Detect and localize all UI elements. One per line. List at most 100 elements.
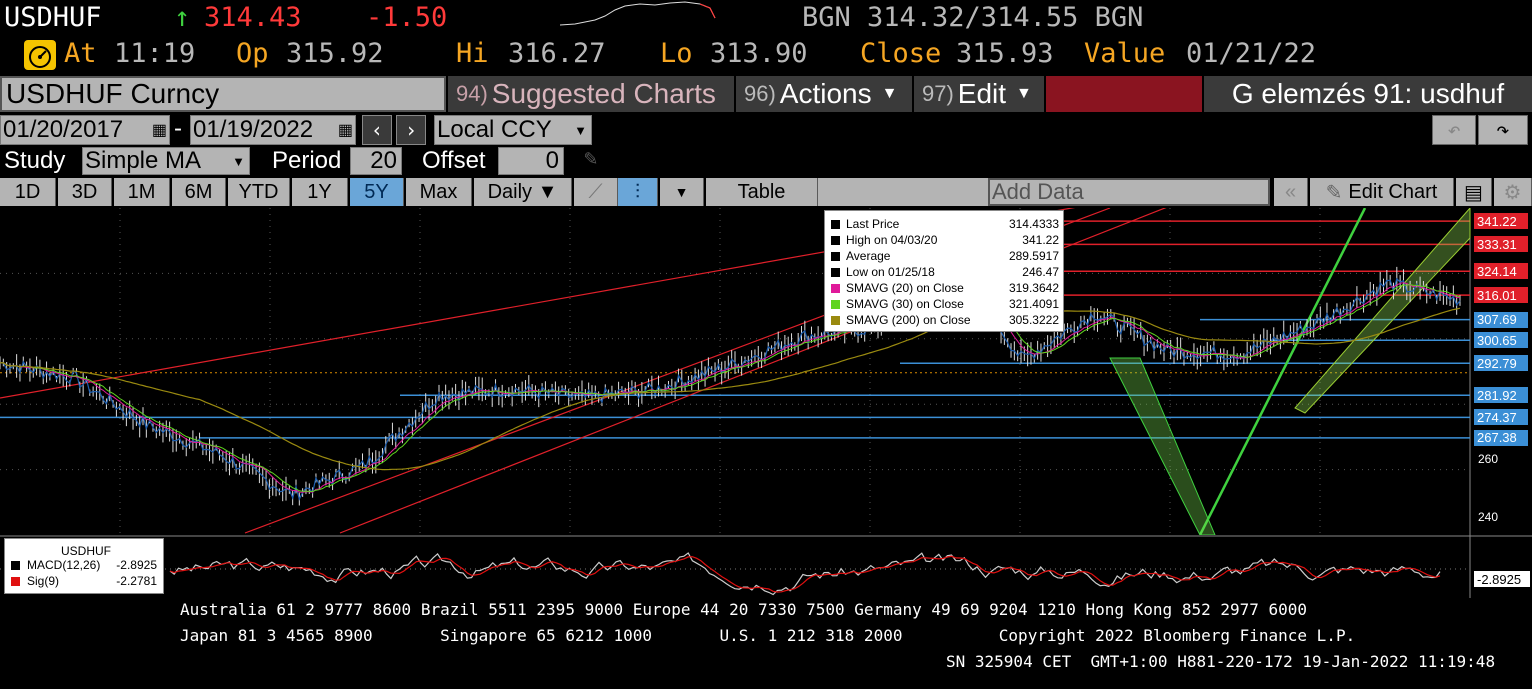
resistance-level-tag: 324.14 <box>1474 263 1528 280</box>
chart-legend[interactable]: Last Price 314.4333 High on 04/03/20 341.22… <box>824 210 1064 332</box>
pencil-icon: ✎ <box>1325 181 1343 204</box>
line-chart-button[interactable]: ⟋ <box>574 178 618 206</box>
redo-icon: ↷ <box>1496 117 1510 143</box>
range-button-ytd[interactable]: YTD <box>228 178 290 206</box>
value-label: Value <box>1084 38 1166 69</box>
legend-value: 341.22 <box>1022 233 1059 247</box>
range-button-5y[interactable]: 5Y <box>350 178 404 206</box>
legend-label: Low on 01/25/18 <box>846 265 935 279</box>
calendar-icon[interactable]: ▦ <box>151 122 167 139</box>
sma-20-line <box>0 259 1461 493</box>
chevron-down-icon: ▼ <box>574 122 587 138</box>
gauge-icon[interactable] <box>24 40 56 70</box>
legend-row[interactable]: Last Price 314.4333 <box>831 216 1059 232</box>
resistance-level-tag: 333.31 <box>1474 236 1528 253</box>
previous-period-button[interactable]: ‹ <box>362 115 392 145</box>
frequency-select[interactable]: Daily ▼ <box>474 178 572 206</box>
price-chart[interactable] <box>0 208 1532 535</box>
legend-label: Average <box>846 249 891 263</box>
legend-row[interactable]: SMAVG (30) on Close 321.4091 <box>831 296 1059 312</box>
security-field[interactable]: USDHUF Curncy <box>0 76 446 112</box>
ticker-symbol: USDHUF <box>4 2 102 33</box>
chart-settings-button[interactable]: ▤ <box>1456 178 1492 206</box>
range-button-1d[interactable]: 1D <box>0 178 56 206</box>
support-level-tag: 281.92 <box>1474 387 1528 404</box>
next-period-button[interactable]: › <box>396 115 426 145</box>
range-button-1m[interactable]: 1M <box>114 178 170 206</box>
redo-button[interactable]: ↷ <box>1478 115 1528 145</box>
pencil-icon[interactable]: ✎ <box>584 146 598 171</box>
last-price: 314.43 <box>204 2 302 33</box>
calendar-icon[interactable]: ▦ <box>337 122 353 139</box>
legend-label: SMAVG (200) on Close <box>846 313 971 327</box>
macd-line <box>169 552 1441 596</box>
line-chart-icon: ⟋ <box>588 180 603 203</box>
legend-row[interactable]: High on 04/03/20 341.22 <box>831 232 1059 248</box>
range-button-6m[interactable]: 6M <box>172 178 226 206</box>
undo-button[interactable]: ↶ <box>1432 115 1476 145</box>
settings-button[interactable]: ⚙ <box>1494 178 1532 206</box>
support-level-tag: 300.65 <box>1474 332 1528 349</box>
study-select[interactable]: Simple MA ▼ <box>82 147 250 175</box>
legend-label: SMAVG (30) on Close <box>846 297 964 311</box>
chart-type-dropdown[interactable]: ▼ <box>660 178 704 206</box>
suggested-charts-button[interactable]: 94) Suggested Charts <box>448 76 734 112</box>
support-level-tag: 267.38 <box>1474 429 1528 446</box>
legend-swatch <box>831 315 840 325</box>
macd-value: -2.8925 <box>116 558 157 572</box>
offset-input[interactable]: 0 <box>498 147 564 175</box>
macd-legend: USDHUF MACD(12,26) -2.8925 Sig(9) -2.278… <box>4 538 164 594</box>
legend-swatch <box>831 219 840 229</box>
value-date: 01/21/22 <box>1186 38 1317 69</box>
bar-chart-button[interactable]: ⫶ <box>618 178 658 206</box>
bar-chart-icon: ⫶ <box>635 180 640 203</box>
range-button-label: 1D <box>14 180 41 203</box>
open-value: 315.92 <box>286 38 384 69</box>
date-separator: - <box>174 115 182 142</box>
analysis-title[interactable]: G elemzés 91: usdhuf <box>1204 76 1532 112</box>
period-input[interactable]: 20 <box>350 147 402 175</box>
period-label: Period <box>272 147 342 174</box>
add-data-input[interactable]: Add Data <box>988 178 1270 206</box>
actions-menu[interactable]: 96) Actions ▼ <box>736 76 912 112</box>
range-button-label: 1Y <box>307 180 332 203</box>
sparkline <box>560 1 716 26</box>
legend-swatch <box>831 251 840 261</box>
legend-row[interactable]: Low on 01/25/18 246.47 <box>831 264 1059 280</box>
legend-row[interactable]: SMAVG (200) on Close 305.3222 <box>831 312 1059 328</box>
end-date-input[interactable]: 01/19/2022 ▦ <box>190 115 356 145</box>
green-trend-line <box>1198 208 1367 535</box>
range-button-1y[interactable]: 1Y <box>292 178 348 206</box>
y-axis-tick: 240 <box>1478 510 1499 525</box>
actions-label: Actions <box>779 78 872 109</box>
macd-panel[interactable] <box>0 535 1532 598</box>
legend-row[interactable]: SMAVG (20) on Close 319.3642 <box>831 280 1059 296</box>
legend-row[interactable]: Average 289.5917 <box>831 248 1059 264</box>
signal-swatch <box>11 577 20 586</box>
edit-chart-button[interactable]: ✎ Edit Chart <box>1310 178 1454 206</box>
range-button-max[interactable]: Max <box>406 178 472 206</box>
signal-line <box>169 555 1441 593</box>
green-wedge <box>1294 208 1471 414</box>
range-button-label: Max <box>419 180 458 203</box>
chevron-down-icon: ▼ <box>674 184 689 200</box>
high-label: Hi <box>456 38 489 69</box>
period-input-text: 20 <box>370 147 397 174</box>
study-select-text: Simple MA <box>85 147 202 174</box>
start-date-text: 01/20/2017 <box>3 116 124 143</box>
table-button[interactable]: Table <box>706 178 818 206</box>
range-button-label: 3D <box>71 180 98 203</box>
collapse-button[interactable]: « <box>1274 178 1308 206</box>
analysis-title-text: G elemzés 91: usdhuf <box>1231 78 1505 109</box>
range-button-3d[interactable]: 3D <box>58 178 112 206</box>
start-date-input[interactable]: 01/20/2017 ▦ <box>0 115 170 145</box>
gear-icon: ⚙ <box>1503 181 1522 204</box>
bid-ask-quote: BGN 314.32/314.55 BGN <box>802 2 1144 33</box>
edit-menu[interactable]: 97) Edit ▼ <box>914 76 1044 112</box>
footer-contacts-line1: Australia 61 2 9777 8600 Brazil 5511 239… <box>180 600 1308 619</box>
chart-edit-icon: ▤ <box>1464 181 1483 204</box>
signal-value: -2.2781 <box>116 574 157 588</box>
double-chevron-left-icon: « <box>1284 180 1297 203</box>
currency-select[interactable]: Local CCY ▼ <box>434 115 592 145</box>
chevron-left-icon: ‹ <box>370 118 384 142</box>
